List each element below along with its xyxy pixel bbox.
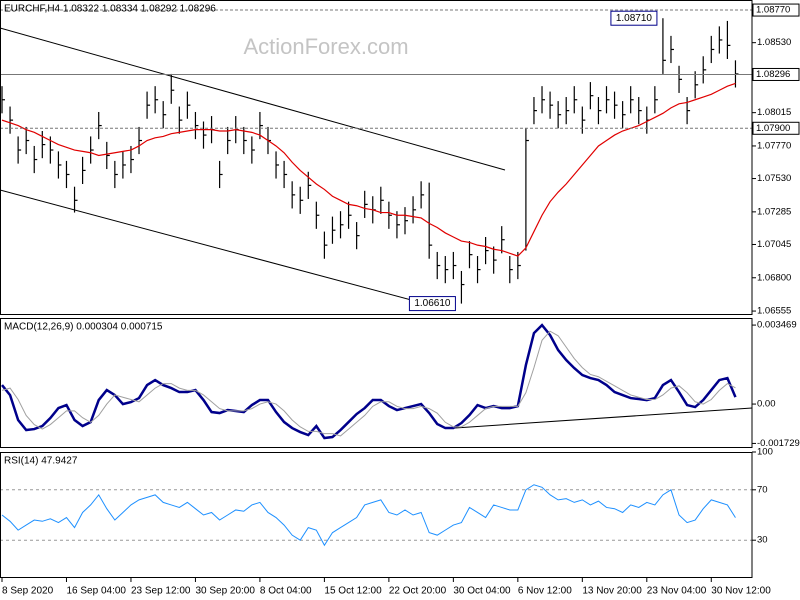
- rsi-line: [1, 484, 736, 547]
- macd-line: [1, 323, 737, 440]
- y-tick-label: 1.08015: [757, 107, 791, 118]
- channel-line: [0, 27, 506, 171]
- level-label: 1.08770: [756, 5, 790, 16]
- y-tick-label: 70: [757, 484, 768, 495]
- x-tick-label: 23 Nov 04:00: [647, 586, 707, 597]
- x-tick-label: 22 Oct 20:00: [389, 586, 447, 597]
- level-tag: [752, 3, 800, 17]
- level-tag: [752, 121, 800, 135]
- y-tick-label: 1.07770: [757, 140, 791, 151]
- panel-title: MACD(12,26,9) 0.000304 0.000715: [4, 322, 163, 333]
- panel-title: RSI(14) 47.9427: [4, 456, 78, 467]
- panel-frame: [0, 0, 753, 315]
- annotation-label: 1.06610: [414, 298, 451, 309]
- y-tick-label: 1.06800: [757, 272, 791, 283]
- signal-line: [1, 330, 736, 437]
- x-tick-label: 23 Sep 12:00: [131, 586, 191, 597]
- trend-line: [454, 407, 753, 429]
- annotation-box: [610, 10, 658, 26]
- x-tick-label: 15 Oct 12:00: [324, 586, 382, 597]
- moving-average: [1, 82, 736, 257]
- annotation-label: 1.08710: [616, 13, 653, 24]
- y-tick-label: 30: [757, 535, 768, 546]
- x-tick-label: 30 Nov 12:00: [711, 586, 771, 597]
- watermark: ActionForex.com: [243, 34, 408, 59]
- x-tick-label: 30 Sep 20:00: [195, 586, 255, 597]
- x-tick-label: 13 Nov 20:00: [582, 586, 642, 597]
- panel-title: EURCHF,H4 1.08322 1.08334 1.08292 1.0829…: [4, 4, 216, 15]
- level-tag: [752, 67, 800, 81]
- y-tick-label: 100: [757, 447, 773, 458]
- y-tick-label: 0.003469: [757, 320, 797, 331]
- panel-frame: [0, 318, 753, 448]
- level-label: 1.07900: [756, 123, 790, 134]
- panel-frame: [0, 452, 753, 578]
- channel-line: [0, 189, 431, 306]
- x-tick-label: 8 Sep 2020: [2, 586, 54, 597]
- y-tick-label: -0.001729: [757, 438, 800, 449]
- y-tick-label: 1.07045: [757, 239, 791, 250]
- x-tick-label: 8 Oct 04:00: [260, 586, 312, 597]
- y-tick-label: 1.06555: [757, 306, 791, 317]
- y-tick-label: 0.00: [757, 399, 776, 410]
- x-tick-label: 6 Nov 12:00: [518, 586, 572, 597]
- annotation-box: [408, 296, 456, 312]
- y-tick-label: 1.07530: [757, 173, 791, 184]
- y-tick-label: 1.07285: [757, 206, 791, 217]
- x-tick-label: 30 Oct 04:00: [453, 586, 511, 597]
- level-label: 1.08296: [756, 69, 790, 80]
- x-tick-label: 16 Sep 04:00: [66, 586, 126, 597]
- y-tick-label: 1.08530: [757, 37, 791, 48]
